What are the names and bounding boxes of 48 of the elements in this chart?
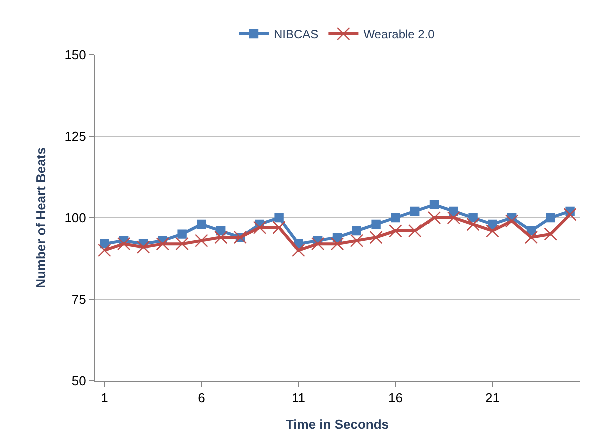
point — [312, 237, 325, 251]
point — [524, 230, 538, 244]
point — [176, 237, 189, 251]
point — [546, 213, 556, 223]
point — [466, 218, 480, 232]
y-tick-label: 50 — [72, 374, 86, 389]
point — [447, 211, 460, 225]
point — [292, 244, 306, 258]
point — [178, 230, 187, 239]
point — [98, 244, 112, 258]
point — [389, 224, 402, 238]
point — [370, 230, 383, 244]
point — [408, 224, 422, 238]
y-tick-label: 125 — [64, 129, 86, 144]
point — [391, 213, 400, 223]
point — [274, 213, 284, 223]
point — [214, 230, 228, 244]
point — [136, 240, 150, 254]
x-tick-label: 6 — [198, 390, 206, 406]
point — [352, 226, 362, 236]
legend-label: Wearable 2.0 — [364, 28, 436, 42]
y-axis-title: Number of Heart Beats — [34, 148, 49, 288]
x-tick-label: 11 — [292, 390, 306, 406]
point — [272, 221, 286, 234]
point — [118, 237, 131, 251]
x-tick-label: 1 — [101, 390, 108, 406]
y-tick-label: 75 — [72, 292, 86, 308]
point — [350, 234, 364, 248]
y-tick-label: 100 — [64, 210, 86, 226]
legend-label: NIBCAS — [274, 28, 319, 42]
point — [156, 237, 170, 251]
x-tick-label: 21 — [485, 390, 500, 406]
y-tick-label: 150 — [64, 48, 86, 63]
point — [100, 239, 110, 249]
point — [410, 206, 420, 216]
x-tick-label: 16 — [388, 390, 403, 406]
x-axis-title: Time in Seconds — [286, 417, 390, 432]
point — [430, 200, 440, 210]
point — [564, 208, 577, 222]
point — [506, 214, 519, 228]
point — [544, 228, 558, 241]
point — [253, 221, 266, 234]
point — [428, 211, 442, 225]
point — [486, 224, 500, 238]
point — [330, 237, 344, 251]
point — [195, 234, 208, 248]
point — [372, 220, 381, 230]
point — [197, 220, 206, 230]
